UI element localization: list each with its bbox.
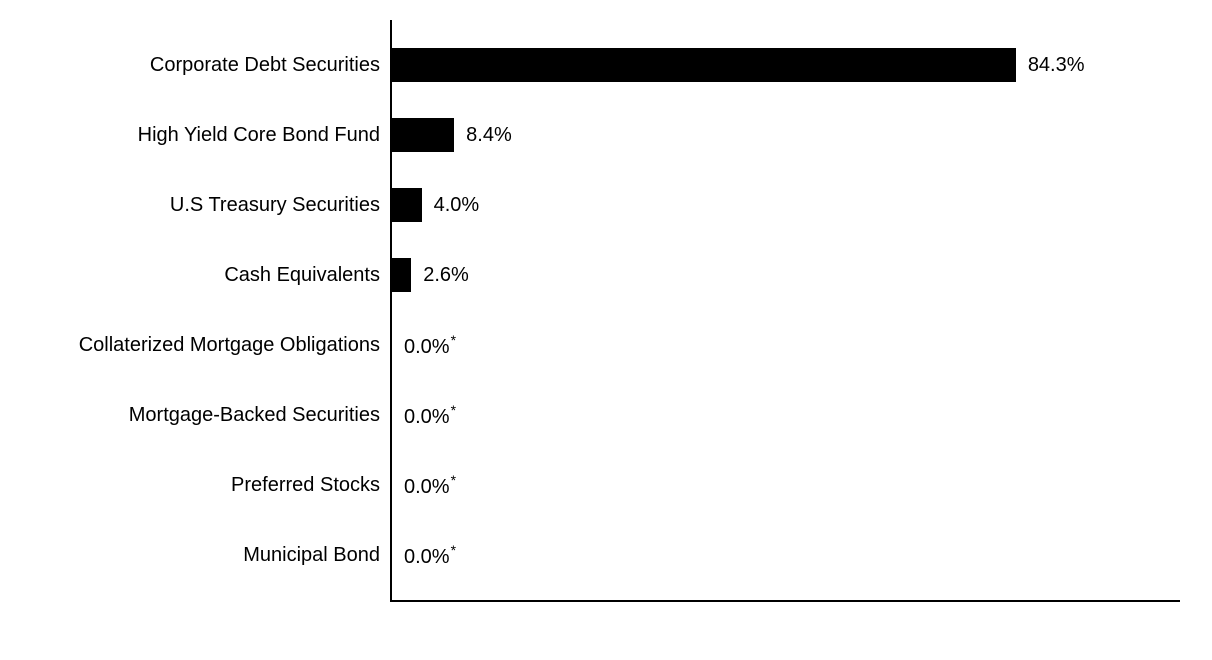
asterisk-icon: * <box>451 402 456 418</box>
bar <box>392 188 422 222</box>
asterisk-icon: * <box>451 472 456 488</box>
bar-chart: Corporate Debt Securities 84.3% High Yield… <box>0 0 1212 660</box>
category-label: Preferred Stocks <box>0 475 380 495</box>
category-label: High Yield Core Bond Fund <box>0 125 380 145</box>
value-label: 84.3% <box>1028 55 1085 75</box>
x-axis <box>390 600 1180 602</box>
value-label: 0.0%* <box>404 403 456 427</box>
category-label: Mortgage-Backed Securities <box>0 405 380 425</box>
value-text: 8.4% <box>466 124 512 146</box>
category-label: Municipal Bond <box>0 545 380 565</box>
y-axis <box>390 20 392 600</box>
value-label: 0.0%* <box>404 333 456 357</box>
value-label: 0.0%* <box>404 543 456 567</box>
value-text: 84.3% <box>1028 54 1085 76</box>
asterisk-icon: * <box>451 332 456 348</box>
value-label: 2.6% <box>423 265 469 285</box>
value-text: 0.0% <box>404 336 450 358</box>
bar <box>392 258 411 292</box>
value-label: 4.0% <box>434 195 480 215</box>
category-label: Cash Equivalents <box>0 265 380 285</box>
value-text: 0.0% <box>404 406 450 428</box>
bar <box>392 48 1016 82</box>
value-text: 2.6% <box>423 264 469 286</box>
value-text: 0.0% <box>404 476 450 498</box>
category-label: U.S Treasury Securities <box>0 195 380 215</box>
category-label: Collaterized Mortgage Obligations <box>0 335 380 355</box>
value-text: 4.0% <box>434 194 480 216</box>
bar <box>392 118 454 152</box>
value-label: 8.4% <box>466 125 512 145</box>
asterisk-icon: * <box>451 542 456 558</box>
value-label: 0.0%* <box>404 473 456 497</box>
category-label: Corporate Debt Securities <box>0 55 380 75</box>
value-text: 0.0% <box>404 545 450 567</box>
